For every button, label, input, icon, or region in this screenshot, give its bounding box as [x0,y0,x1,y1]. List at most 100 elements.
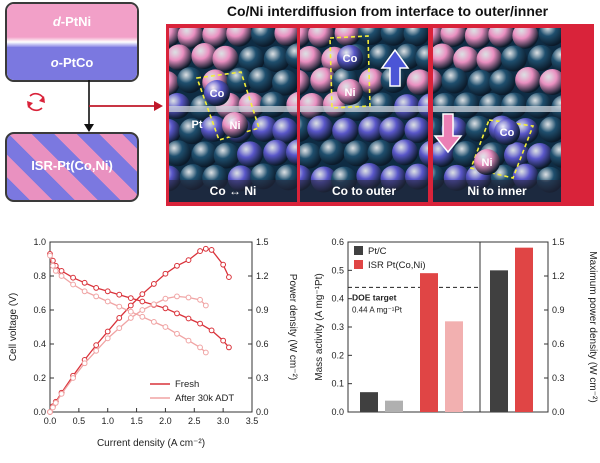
panel-caption-1: Co ↔ Ni [169,180,297,202]
ni-label: Ni [345,87,356,99]
ni-atom [300,45,323,72]
co-label: Co [343,53,358,65]
interface-band [169,106,297,112]
y2-axis-label: Power density (W cm⁻²) [287,274,298,380]
data-point [185,294,192,301]
data-point [139,291,146,298]
data-point [197,296,203,303]
arrow-up-icon [380,48,410,87]
ni-atom [202,28,229,48]
ni-atom [464,28,491,49]
data-point [139,307,146,313]
ni-atom [226,28,253,47]
doe-target-value: 0.44 A mg⁻¹Pt [352,305,403,314]
data-point [174,262,180,269]
panel-ni-to-inner: Co Ni Ni to inner [433,28,561,202]
ni-atom [433,68,443,94]
pt-atom [441,67,468,94]
activity-bar-chart-svg: 0.0 0.1 0.2 0.3 0.4 0.5 0.6 0.0 0.3 0.6 0.9 1.2 1.5 M… [314,237,598,417]
ni-atom [191,43,218,70]
highlight-outline [195,71,261,141]
pt-atom [343,140,370,167]
data-point [93,293,100,300]
y-tick-label: 0.0 [331,407,344,417]
pt-atom [179,118,206,145]
co-atom [285,139,297,166]
data-point [49,404,56,411]
co-atom-highlight [337,45,363,71]
y2-tick-label: 1.2 [552,271,565,281]
pt-atom [538,116,561,143]
pt-atom [226,67,253,94]
data-point [162,270,169,277]
pt-atom [465,115,492,142]
pt-atom [367,139,394,166]
doe-target-title: DOE target [352,292,397,302]
interface-layer [7,37,137,47]
interface-band [433,106,561,112]
pt-atom [248,67,275,94]
ni-atom [488,28,515,48]
atom-model-3: Co Ni [433,28,561,202]
co-atom [272,117,297,144]
data-point [58,390,65,397]
x-tick-label: 2.0 [159,416,172,426]
data-point [70,375,76,381]
ni-atom [169,28,181,48]
pt-atom [526,92,553,119]
highlight-outline [329,35,371,109]
interface-band [300,106,428,112]
x-tick-label: 3.5 [246,416,259,426]
ni-atom-highlight [337,79,363,105]
ni-atom-highlight [474,149,500,175]
data-point [208,327,215,334]
pt-label: Pt [192,119,203,131]
pt-atom [285,43,297,70]
ni-atom [177,28,204,49]
data-point [208,247,215,253]
pt-atom [176,67,203,94]
data-point [139,313,146,320]
pt-atom [368,92,395,119]
data-point [150,319,157,325]
x-tick-label: 0.5 [73,416,86,426]
data-point [127,308,134,315]
y-tick-label: 0.8 [33,271,46,281]
y2-axis-label: Maximum power density (W cm⁻²) [587,251,598,402]
data-point [174,330,180,337]
co-atom [169,118,181,145]
y-tick-label: 0.1 [331,379,344,389]
atom-model-2: Co Ni [300,28,428,202]
co-atom [526,142,553,169]
pt-atom [238,46,265,73]
interdiffusion-title: Co/Ni interdiffusion from interface to o… [226,3,549,19]
pt-atom [549,141,561,168]
highlight-outline [469,119,535,179]
y-tick-label: 1.0 [33,237,46,247]
data-point [52,400,59,406]
x-tick-label: 3.0 [217,416,230,426]
data-point [104,328,111,335]
data-point [150,281,157,287]
x-axis-label: Current density (A cm⁻²) [97,438,205,449]
data-point [70,281,76,288]
data-point [226,274,232,281]
ni-atom [274,28,297,47]
bar [420,273,438,412]
data-point [185,257,192,264]
co-atom [263,139,290,166]
data-point [93,285,100,291]
pt-atom [300,142,322,169]
ni-atom [169,44,192,71]
co-atom [237,141,264,168]
legend-label: Fresh [175,379,199,390]
ni-label: Ni [230,120,241,132]
pt-atom [358,28,385,46]
data-point [58,273,65,279]
pt-atom [433,92,458,119]
pt-atom [452,141,479,168]
ptco-label: o-PtCo [50,55,94,70]
y-tick-label: 0.4 [331,294,344,304]
data-point [185,315,192,322]
ni-atom [307,28,334,48]
